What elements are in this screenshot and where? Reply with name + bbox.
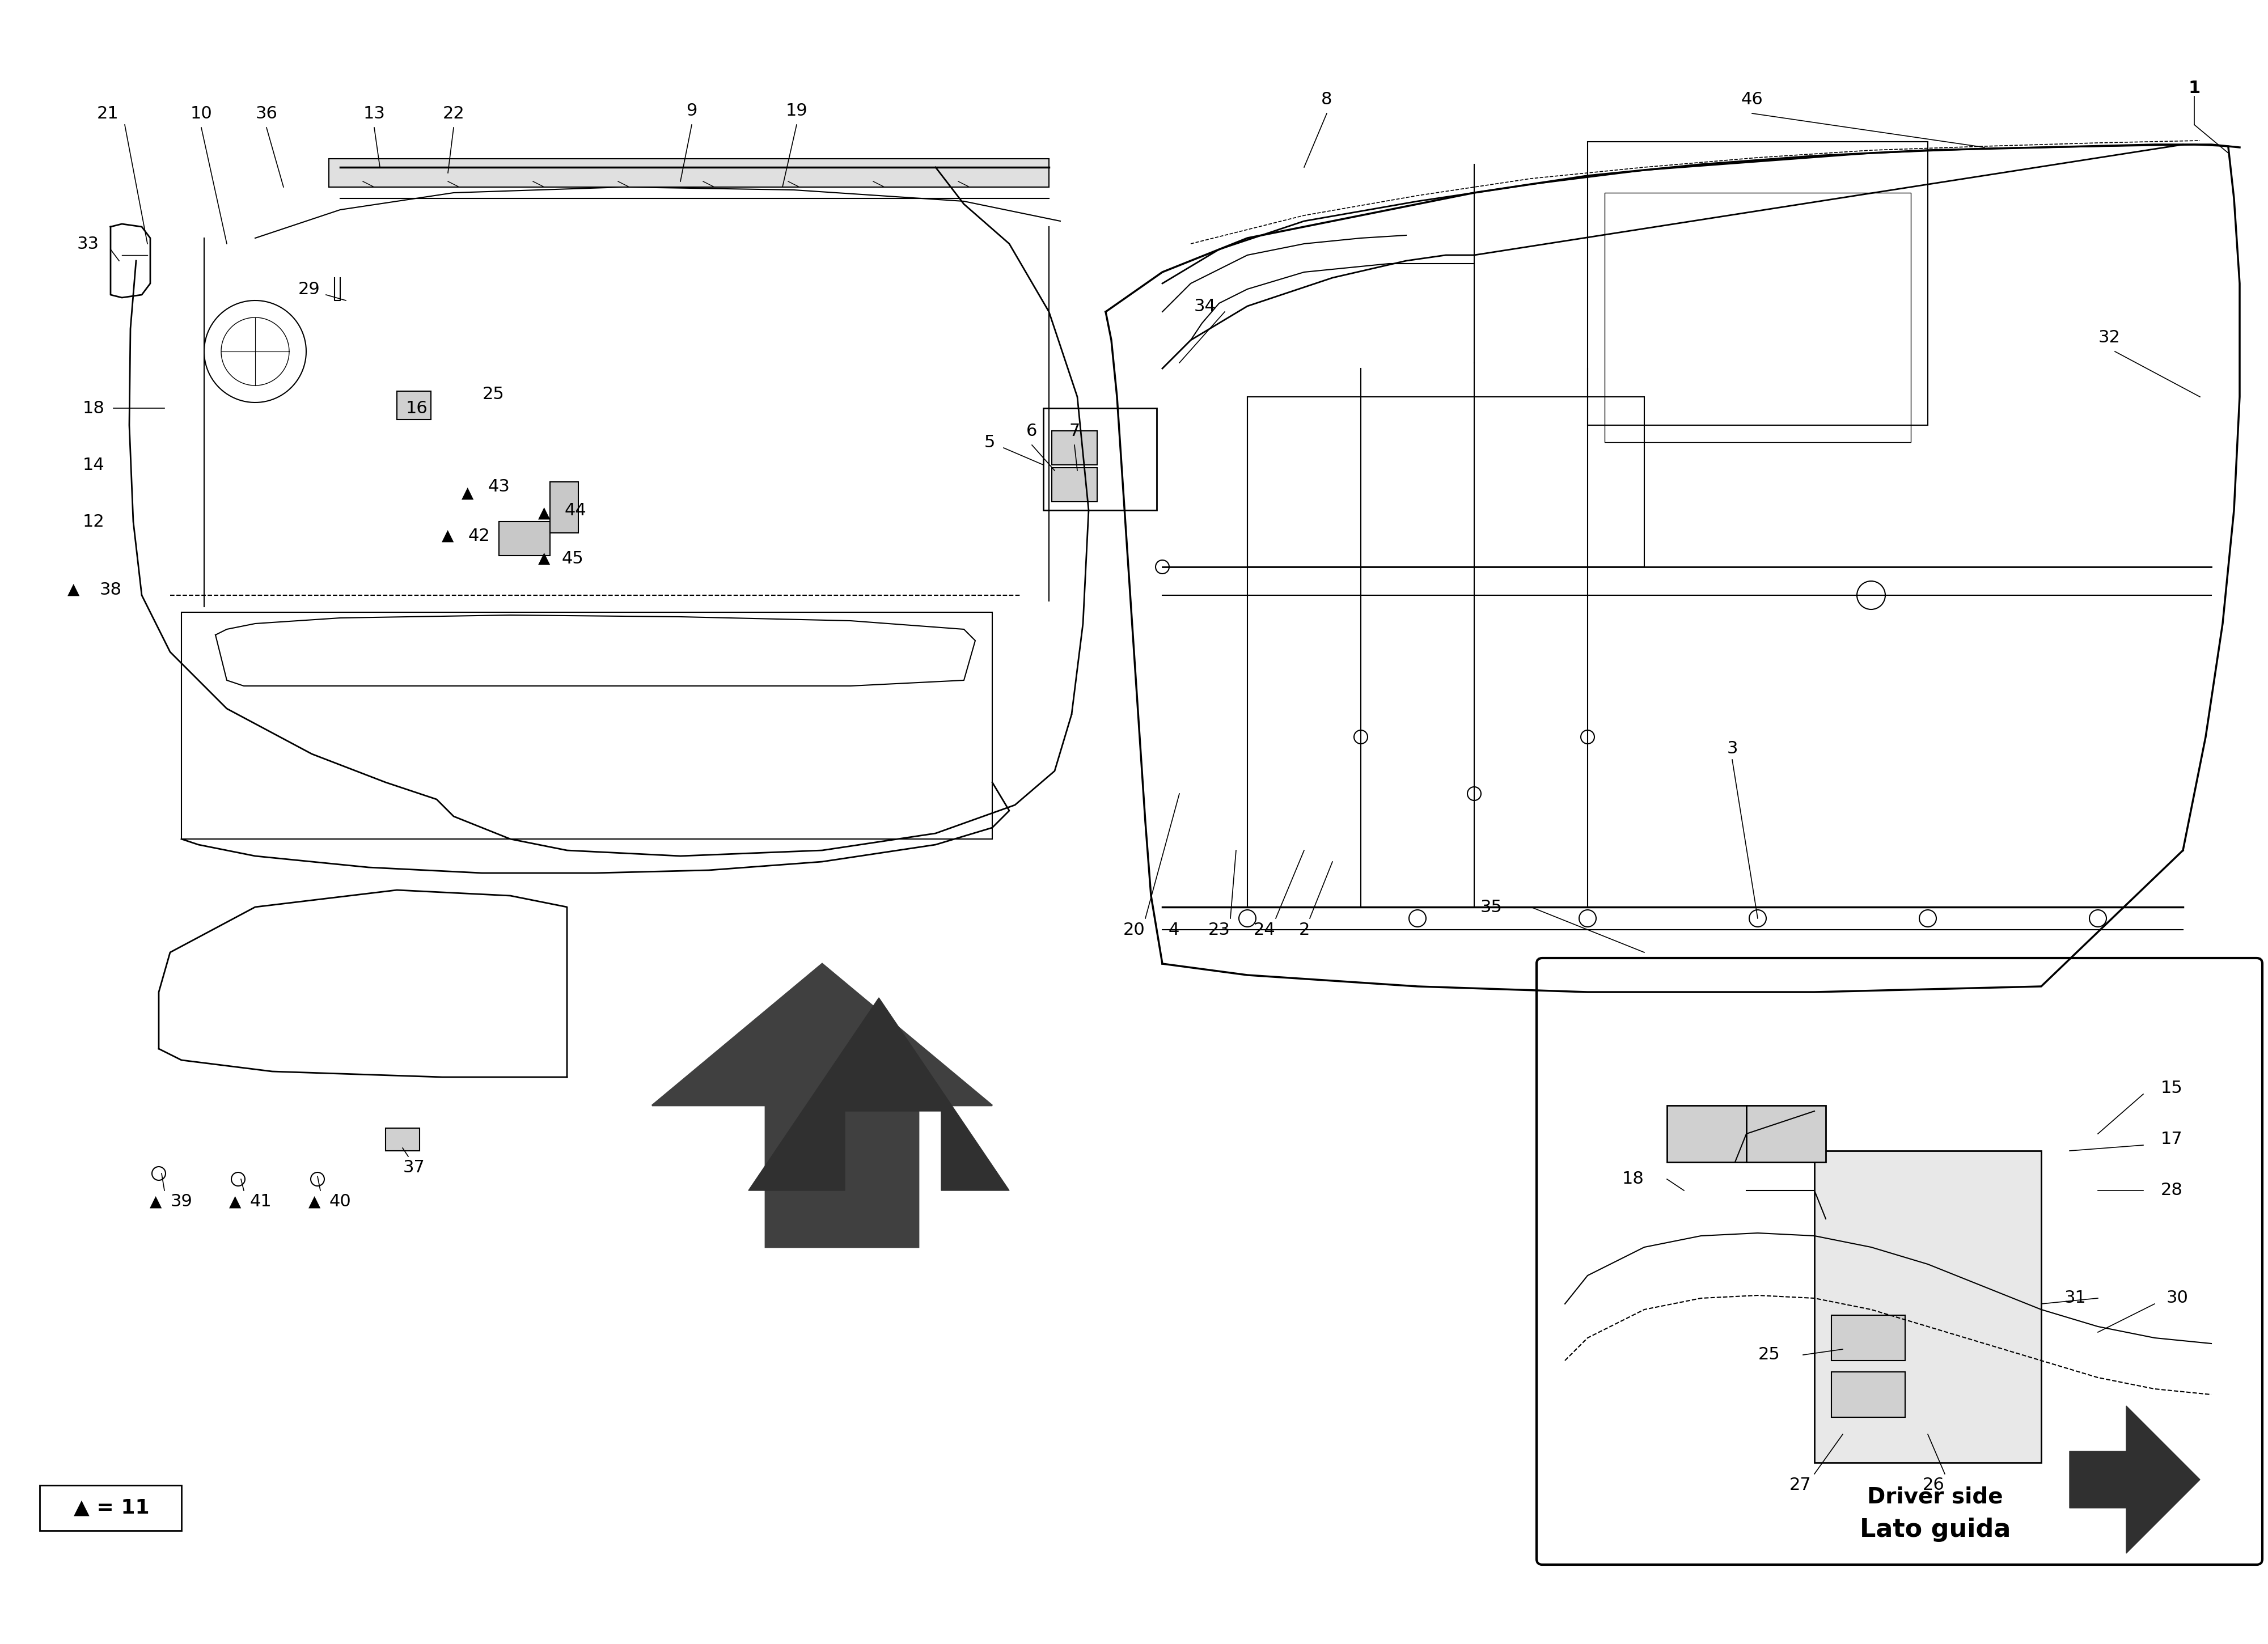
Bar <box>1833 1315 1905 1361</box>
Bar <box>1814 1151 2041 1463</box>
Polygon shape <box>2068 1406 2200 1554</box>
Text: 9: 9 <box>687 102 696 118</box>
Circle shape <box>1749 909 1767 927</box>
Circle shape <box>2089 909 2107 927</box>
Text: 43: 43 <box>488 478 510 495</box>
Text: 36: 36 <box>256 105 277 122</box>
Text: ▲: ▲ <box>538 505 551 521</box>
Text: 44: 44 <box>565 501 587 518</box>
Bar <box>1746 1105 1826 1162</box>
Circle shape <box>1857 580 1885 610</box>
Text: 28: 28 <box>2161 1182 2182 1198</box>
Text: 16: 16 <box>406 399 429 416</box>
Text: 19: 19 <box>785 102 807 118</box>
Bar <box>1606 192 1910 442</box>
Circle shape <box>1467 787 1481 801</box>
Text: ▲: ▲ <box>463 485 474 501</box>
Bar <box>549 482 578 533</box>
Text: 41: 41 <box>249 1194 272 1210</box>
Text: 2: 2 <box>1300 922 1309 939</box>
Text: 33: 33 <box>77 235 100 252</box>
Bar <box>1247 396 1644 567</box>
Text: 45: 45 <box>562 551 583 567</box>
Text: 40: 40 <box>329 1194 352 1210</box>
Text: 1: 1 <box>2189 79 2200 95</box>
Text: 31: 31 <box>2064 1291 2087 1307</box>
Circle shape <box>1157 561 1170 574</box>
Circle shape <box>152 1167 166 1180</box>
Text: 18: 18 <box>1622 1171 1644 1187</box>
Text: 3: 3 <box>1726 740 1737 756</box>
Text: ▲: ▲ <box>538 551 551 566</box>
Text: Driver side: Driver side <box>1867 1486 2003 1508</box>
Text: ▲ = 11: ▲ = 11 <box>73 1498 150 1517</box>
Circle shape <box>1919 909 1937 927</box>
Text: 17: 17 <box>2161 1131 2182 1148</box>
Text: 24: 24 <box>1254 922 1275 939</box>
Text: ▲: ▲ <box>229 1194 240 1210</box>
Text: 37: 37 <box>404 1159 424 1175</box>
Bar <box>499 521 549 556</box>
Circle shape <box>1581 730 1594 743</box>
Text: 5: 5 <box>984 434 996 450</box>
Text: 4: 4 <box>1168 922 1179 939</box>
Text: 27: 27 <box>1789 1476 1812 1493</box>
Bar <box>329 159 1048 187</box>
Text: 13: 13 <box>363 105 386 122</box>
Circle shape <box>1238 909 1256 927</box>
Text: 39: 39 <box>170 1194 193 1210</box>
Text: 26: 26 <box>1923 1476 1944 1493</box>
Bar <box>1043 408 1157 510</box>
Text: 23: 23 <box>1209 922 1229 939</box>
Bar <box>1052 467 1098 501</box>
Bar <box>386 1128 420 1151</box>
Text: 30: 30 <box>2166 1291 2189 1307</box>
Text: 46: 46 <box>1742 90 1762 107</box>
Text: ▲: ▲ <box>308 1194 320 1210</box>
Text: Lato guida: Lato guida <box>1860 1517 2012 1542</box>
Text: 14: 14 <box>82 457 104 473</box>
Text: 25: 25 <box>483 386 503 403</box>
Text: 38: 38 <box>100 582 122 598</box>
Text: 35: 35 <box>1481 899 1501 916</box>
Bar <box>1588 141 1928 426</box>
Text: 29: 29 <box>297 281 320 298</box>
Text: 22: 22 <box>442 105 465 122</box>
Bar <box>397 391 431 419</box>
Text: 21: 21 <box>98 105 118 122</box>
Bar <box>1833 1371 1905 1417</box>
Bar <box>1667 1105 1746 1162</box>
Text: 6: 6 <box>1027 423 1036 439</box>
Circle shape <box>311 1172 324 1185</box>
Bar <box>41 1485 181 1531</box>
Polygon shape <box>748 998 1009 1190</box>
Text: 32: 32 <box>2098 329 2121 345</box>
Text: 7: 7 <box>1068 423 1080 439</box>
Text: 12: 12 <box>82 513 104 529</box>
Text: ▲: ▲ <box>68 582 79 597</box>
Text: 20: 20 <box>1123 922 1145 939</box>
Text: 15: 15 <box>2161 1080 2182 1097</box>
Text: 10: 10 <box>191 105 213 122</box>
Circle shape <box>1579 909 1597 927</box>
Text: 34: 34 <box>1193 298 1216 314</box>
FancyBboxPatch shape <box>1538 958 2263 1565</box>
Circle shape <box>231 1172 245 1185</box>
Text: 25: 25 <box>1758 1346 1780 1363</box>
Text: ▲: ▲ <box>442 528 454 544</box>
Text: ▲: ▲ <box>150 1194 161 1210</box>
Text: 18: 18 <box>82 399 104 416</box>
Text: 42: 42 <box>467 528 490 544</box>
Circle shape <box>1354 730 1368 743</box>
Circle shape <box>1408 909 1427 927</box>
Polygon shape <box>653 963 993 1248</box>
Text: 8: 8 <box>1322 90 1331 107</box>
Bar <box>1052 431 1098 465</box>
